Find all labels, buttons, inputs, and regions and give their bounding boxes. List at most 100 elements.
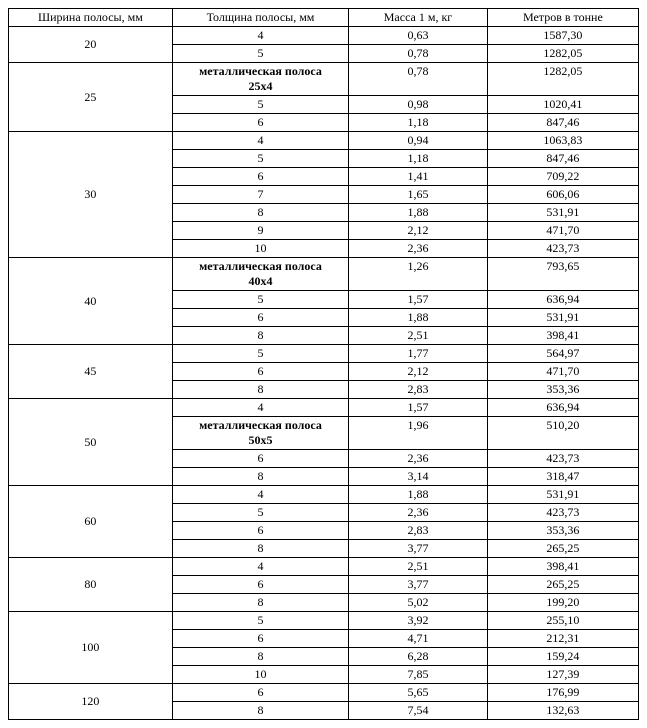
cell-mpt: 423,73 [487, 450, 638, 468]
cell-mass: 1,57 [349, 291, 488, 309]
cell-mass: 1,18 [349, 150, 488, 168]
cell-thickness: 6 [172, 168, 348, 186]
cell-mpt: 531,91 [487, 486, 638, 504]
col-thick: Толщина полосы, мм [172, 9, 348, 27]
table-header-row: Ширина полосы, мм Толщина полосы, мм Мас… [9, 9, 639, 27]
cell-mpt: 353,36 [487, 381, 638, 399]
cell-thickness: 4 [172, 399, 348, 417]
table-body: 2040,631587,3050,781282,0525металлическа… [9, 27, 639, 720]
col-mpt: Метров в тонне [487, 9, 638, 27]
cell-thickness: 6 [172, 114, 348, 132]
cell-mass: 1,88 [349, 204, 488, 222]
table-row: 25металлическая полоса25x40,781282,05 [9, 63, 639, 96]
cell-mass: 5,02 [349, 594, 488, 612]
cell-thickness: 4 [172, 558, 348, 576]
cell-width: 50 [9, 399, 173, 486]
table-row: 4551,77564,97 [9, 345, 639, 363]
cell-thickness: металлическая полоса40x4 [172, 258, 348, 291]
cell-width: 40 [9, 258, 173, 345]
cell-mass: 2,83 [349, 381, 488, 399]
cell-mpt: 471,70 [487, 222, 638, 240]
cell-mpt: 423,73 [487, 504, 638, 522]
cell-mass: 3,77 [349, 540, 488, 558]
cell-thickness: 6 [172, 522, 348, 540]
cell-mass: 2,83 [349, 522, 488, 540]
cell-thickness: 7 [172, 186, 348, 204]
cell-mass: 2,36 [349, 504, 488, 522]
cell-thickness: 8 [172, 327, 348, 345]
col-width: Ширина полосы, мм [9, 9, 173, 27]
table-row: 40металлическая полоса40x41,26793,65 [9, 258, 639, 291]
steel-strip-table: Ширина полосы, мм Толщина полосы, мм Мас… [8, 8, 639, 720]
cell-mpt: 531,91 [487, 204, 638, 222]
cell-width: 45 [9, 345, 173, 399]
cell-thickness: 9 [172, 222, 348, 240]
cell-mpt: 255,10 [487, 612, 638, 630]
cell-mass: 3,92 [349, 612, 488, 630]
cell-mass: 7,85 [349, 666, 488, 684]
cell-mpt: 199,20 [487, 594, 638, 612]
cell-width: 120 [9, 684, 173, 720]
cell-mass: 2,36 [349, 450, 488, 468]
cell-mass: 2,36 [349, 240, 488, 258]
cell-thickness: 6 [172, 450, 348, 468]
cell-thickness: металлическая полоса25x4 [172, 63, 348, 96]
cell-thickness: 8 [172, 648, 348, 666]
cell-mpt: 159,24 [487, 648, 638, 666]
cell-mass: 3,77 [349, 576, 488, 594]
cell-mpt: 265,25 [487, 576, 638, 594]
cell-thickness: металлическая полоса50x5 [172, 417, 348, 450]
cell-thickness: 5 [172, 291, 348, 309]
cell-mpt: 709,22 [487, 168, 638, 186]
cell-width: 30 [9, 132, 173, 258]
cell-mpt: 510,20 [487, 417, 638, 450]
cell-mpt: 636,94 [487, 399, 638, 417]
cell-mpt: 132,63 [487, 702, 638, 720]
cell-mpt: 1282,05 [487, 45, 638, 63]
cell-mpt: 176,99 [487, 684, 638, 702]
table-row: 10053,92255,10 [9, 612, 639, 630]
cell-thickness: 5 [172, 150, 348, 168]
cell-thickness: 8 [172, 540, 348, 558]
cell-mass: 2,51 [349, 558, 488, 576]
cell-mass: 0,98 [349, 96, 488, 114]
cell-mpt: 318,47 [487, 468, 638, 486]
cell-mass: 0,78 [349, 63, 488, 96]
cell-thickness: 8 [172, 204, 348, 222]
cell-mass: 1,96 [349, 417, 488, 450]
cell-thickness: 6 [172, 630, 348, 648]
cell-mass: 0,94 [349, 132, 488, 150]
cell-mass: 7,54 [349, 702, 488, 720]
cell-mpt: 1587,30 [487, 27, 638, 45]
cell-mass: 4,71 [349, 630, 488, 648]
cell-thickness: 5 [172, 45, 348, 63]
cell-mass: 0,63 [349, 27, 488, 45]
cell-mass: 3,14 [349, 468, 488, 486]
table-row: 3040,941063,83 [9, 132, 639, 150]
cell-thickness: 4 [172, 132, 348, 150]
cell-width: 20 [9, 27, 173, 63]
cell-mpt: 793,65 [487, 258, 638, 291]
cell-thickness: 8 [172, 594, 348, 612]
cell-thickness: 4 [172, 27, 348, 45]
cell-mass: 1,41 [349, 168, 488, 186]
cell-mpt: 127,39 [487, 666, 638, 684]
cell-mpt: 847,46 [487, 114, 638, 132]
cell-mpt: 606,06 [487, 186, 638, 204]
cell-mpt: 398,41 [487, 558, 638, 576]
cell-mass: 1,88 [349, 486, 488, 504]
cell-mass: 6,28 [349, 648, 488, 666]
cell-thickness: 10 [172, 666, 348, 684]
cell-mpt: 1020,41 [487, 96, 638, 114]
cell-mass: 1,65 [349, 186, 488, 204]
cell-thickness: 4 [172, 486, 348, 504]
table-row: 2040,631587,30 [9, 27, 639, 45]
cell-thickness: 5 [172, 345, 348, 363]
cell-mpt: 423,73 [487, 240, 638, 258]
cell-mpt: 1282,05 [487, 63, 638, 96]
cell-thickness: 5 [172, 504, 348, 522]
cell-thickness: 10 [172, 240, 348, 258]
cell-mpt: 564,97 [487, 345, 638, 363]
cell-mass: 1,26 [349, 258, 488, 291]
cell-mpt: 265,25 [487, 540, 638, 558]
